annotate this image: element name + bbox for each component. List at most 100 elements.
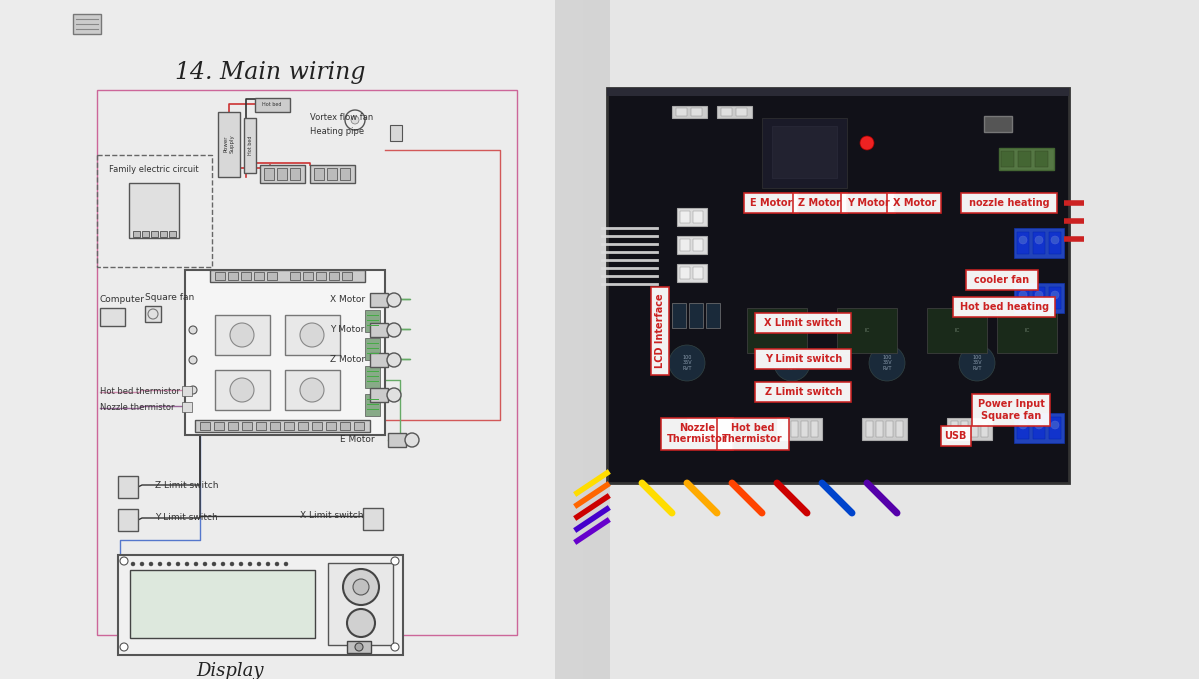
- Bar: [354, 422, 364, 430]
- Text: Y Limit switch: Y Limit switch: [765, 354, 842, 363]
- Bar: [701, 421, 707, 437]
- Bar: [311, 165, 355, 183]
- Bar: [781, 421, 788, 437]
- Bar: [254, 272, 264, 280]
- Bar: [129, 570, 315, 638]
- Bar: [185, 270, 385, 435]
- Text: Display: Display: [197, 662, 264, 679]
- Bar: [680, 211, 689, 223]
- Circle shape: [189, 326, 197, 334]
- FancyBboxPatch shape: [745, 193, 799, 213]
- Circle shape: [275, 562, 279, 566]
- Circle shape: [1052, 236, 1059, 244]
- FancyBboxPatch shape: [755, 348, 851, 369]
- Bar: [284, 422, 294, 430]
- Bar: [285, 370, 341, 410]
- Bar: [772, 126, 837, 178]
- Bar: [213, 422, 224, 430]
- Text: X Limit switch: X Limit switch: [765, 318, 842, 328]
- Circle shape: [266, 562, 270, 566]
- Circle shape: [1019, 421, 1028, 429]
- Bar: [145, 306, 161, 322]
- Text: Hot bed
Thermistor: Hot bed Thermistor: [722, 423, 783, 445]
- Circle shape: [140, 562, 144, 566]
- Bar: [1001, 151, 1014, 167]
- Bar: [1017, 417, 1029, 439]
- Bar: [711, 421, 718, 437]
- Bar: [255, 98, 290, 112]
- Bar: [1049, 417, 1061, 439]
- Text: 100
35V
RVT: 100 35V RVT: [682, 354, 692, 371]
- Bar: [791, 421, 799, 437]
- FancyBboxPatch shape: [755, 313, 851, 333]
- Circle shape: [300, 378, 324, 402]
- Circle shape: [230, 562, 234, 566]
- Bar: [370, 293, 388, 307]
- Text: IC: IC: [1024, 327, 1030, 333]
- Bar: [129, 183, 179, 238]
- Circle shape: [257, 562, 261, 566]
- Circle shape: [345, 110, 364, 130]
- Text: X Motor: X Motor: [892, 198, 936, 208]
- Bar: [228, 422, 237, 430]
- Text: X Motor: X Motor: [330, 295, 366, 304]
- Bar: [290, 168, 300, 180]
- FancyBboxPatch shape: [972, 394, 1050, 426]
- Circle shape: [194, 562, 198, 566]
- Text: Square fan: Square fan: [145, 293, 194, 303]
- Bar: [693, 267, 703, 279]
- Bar: [215, 370, 270, 410]
- Bar: [285, 315, 341, 355]
- Text: Power Input
Square fan: Power Input Square fan: [978, 399, 1044, 421]
- FancyBboxPatch shape: [717, 418, 789, 449]
- Bar: [151, 231, 158, 237]
- Bar: [342, 272, 353, 280]
- FancyBboxPatch shape: [966, 270, 1038, 289]
- Circle shape: [1052, 421, 1059, 429]
- Text: Heating pipe: Heating pipe: [311, 128, 364, 136]
- Bar: [677, 264, 707, 282]
- Text: Family electric circuit: Family electric circuit: [109, 164, 199, 174]
- Bar: [370, 353, 388, 367]
- Bar: [341, 168, 350, 180]
- Bar: [998, 308, 1058, 353]
- FancyBboxPatch shape: [953, 297, 1055, 317]
- Circle shape: [869, 345, 905, 381]
- Bar: [1034, 232, 1046, 254]
- Bar: [677, 208, 707, 226]
- Circle shape: [158, 562, 162, 566]
- Bar: [210, 270, 364, 282]
- Bar: [721, 108, 733, 116]
- Bar: [811, 421, 818, 437]
- Bar: [245, 118, 257, 173]
- Bar: [607, 88, 1070, 96]
- Text: 100
35V
RVT: 100 35V RVT: [972, 354, 982, 371]
- Bar: [555, 0, 610, 679]
- Bar: [1049, 232, 1061, 254]
- Text: Power
Supply: Power Supply: [223, 134, 234, 153]
- Text: cooler fan: cooler fan: [975, 274, 1030, 285]
- Text: X Limit switch: X Limit switch: [300, 511, 363, 521]
- Circle shape: [230, 378, 254, 402]
- Bar: [721, 421, 728, 437]
- Bar: [886, 421, 893, 437]
- Circle shape: [189, 356, 197, 364]
- Bar: [951, 421, 958, 437]
- Circle shape: [1035, 291, 1043, 299]
- Bar: [947, 418, 992, 440]
- Text: USB: USB: [945, 430, 968, 441]
- Bar: [159, 231, 167, 237]
- Circle shape: [1035, 421, 1043, 429]
- Circle shape: [405, 433, 418, 447]
- Circle shape: [959, 345, 995, 381]
- Bar: [1014, 413, 1064, 443]
- Bar: [671, 106, 707, 118]
- Bar: [260, 165, 305, 183]
- Bar: [736, 108, 747, 116]
- Bar: [680, 267, 689, 279]
- Circle shape: [1019, 291, 1028, 299]
- Bar: [97, 90, 517, 635]
- Circle shape: [775, 345, 811, 381]
- FancyBboxPatch shape: [661, 418, 733, 449]
- Bar: [0, 0, 583, 679]
